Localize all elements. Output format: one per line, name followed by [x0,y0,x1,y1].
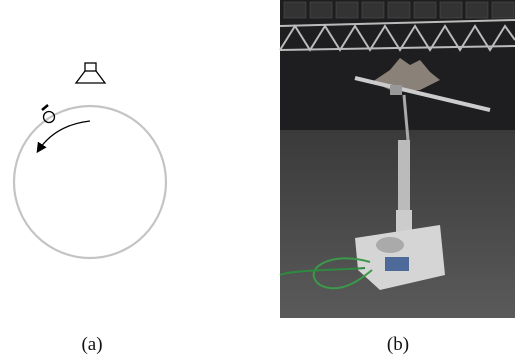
panel-label: (b) [368,334,428,356]
figure: (a) (b) [0,0,515,362]
setup-diagram [14,63,166,258]
speaker-icon [76,63,105,83]
microphone-icon [42,105,55,123]
rotation-circle [14,106,166,258]
rotation-arrow [38,121,90,151]
photo [280,0,515,318]
figure-art [0,0,515,362]
panel-label: (a) [62,334,122,356]
